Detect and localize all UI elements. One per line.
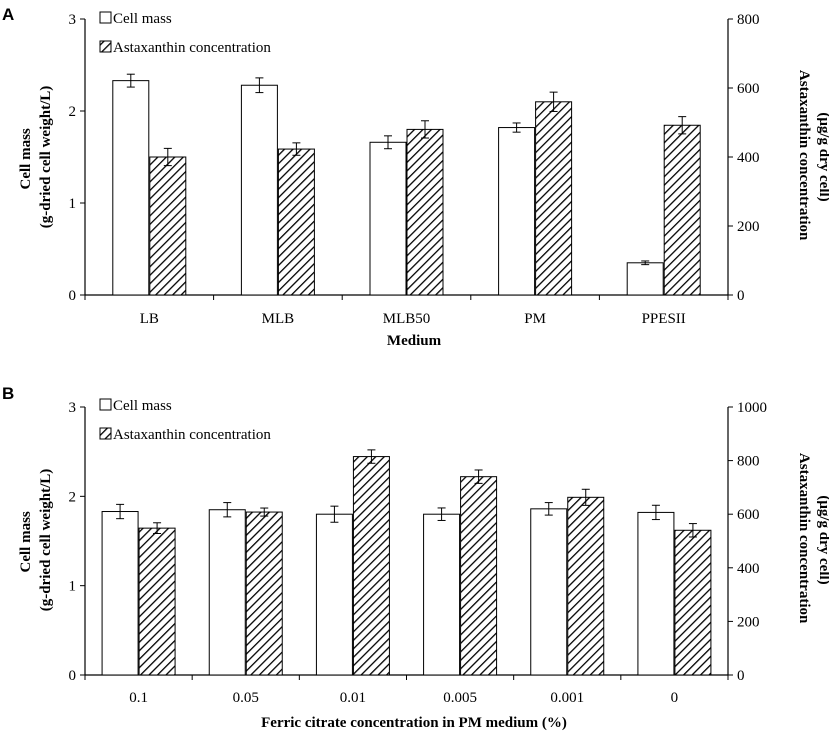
y-tick-label-left: 2: [69, 104, 77, 120]
legend-label-cell-mass: Cell mass: [113, 11, 172, 27]
y-tick-label-right: 400: [737, 150, 760, 166]
y-axis-title-left: Cell mass (g-dried cell weight/L): [18, 86, 54, 228]
y-tick-label-right: 0: [737, 288, 745, 304]
y-axis-title-right-line1: Astaxanthin concentration: [796, 453, 812, 624]
bar-astaxanthin: [406, 128, 444, 296]
legend-label-astaxanthin: Astaxanthin concentration: [113, 40, 271, 56]
bar-astaxanthin: [460, 476, 498, 676]
y-tick-label-right: 600: [737, 81, 760, 97]
category-label: PM: [524, 311, 546, 327]
y-tick-label-right: 800: [737, 12, 760, 28]
plot-area-b: 0 1 2 3 0 200 400 600 800 1000 0.1 0.05 0.01 0.005 0.0…: [69, 400, 768, 706]
y-axis-title-left-line2: (g-dried cell weight/L): [38, 469, 54, 611]
bar-cell-mass: [637, 511, 675, 676]
bar-cell-mass: [423, 513, 461, 676]
bar-cell-mass: [208, 509, 246, 676]
chart-panel-a: A Cell mass Astaxanthin concentration Me…: [2, 5, 829, 349]
y-tick-label-right: 800: [737, 454, 760, 470]
legend-swatch-cell-mass: [99, 11, 112, 24]
legend-label-cell-mass: Cell mass: [113, 398, 172, 414]
category-label: 0.1: [129, 690, 148, 706]
y-axis-title-right-line2: (μg/g dry cell): [816, 112, 829, 201]
y-axis-title-right-line1: Astaxanthin concentration: [796, 70, 812, 241]
y-tick-label-right: 1000: [737, 400, 767, 416]
y-axis-title-left-line1: Cell mass: [18, 128, 34, 189]
bar-astaxanthin: [674, 529, 712, 676]
y-tick-label-right: 600: [737, 507, 760, 523]
bar-cell-mass: [112, 80, 150, 296]
y-tick-label-left: 0: [69, 668, 77, 684]
legend-label-astaxanthin: Astaxanthin concentration: [113, 427, 271, 443]
y-tick-label-left: 1: [69, 196, 77, 212]
bar-cell-mass: [315, 513, 353, 676]
legend-a: Cell mass Astaxanthin concentration: [99, 11, 271, 56]
category-label: 0.05: [233, 690, 259, 706]
bar-astaxanthin: [138, 527, 176, 676]
bar-cell-mass: [530, 508, 568, 676]
y-tick-label-left: 2: [69, 489, 77, 505]
y-tick-label-left: 0: [69, 288, 77, 304]
x-axis-title: Ferric citrate concentration in PM mediu…: [261, 715, 567, 731]
panel-letter-a: A: [2, 5, 14, 24]
category-label: MLB50: [383, 311, 431, 327]
category-label: 0.01: [340, 690, 366, 706]
plot-area-a: 0 1 2 3 0 200 400 600 800 LB MLB MLB50 PM PPESII: [69, 12, 760, 327]
y-tick-label-right: 200: [737, 614, 760, 630]
y-axis-title-right-line2: (μg/g dry cell): [816, 495, 829, 584]
y-tick-label-right: 0: [737, 668, 745, 684]
legend-swatch-astaxanthin: [99, 40, 112, 53]
category-label: 0.001: [550, 690, 584, 706]
y-axis-title-right: Astaxanthin concentration (μg/g dry cell…: [796, 453, 829, 627]
bar-astaxanthin: [535, 101, 573, 296]
y-axis-title-left: Cell mass (g-dried cell weight/L): [18, 469, 54, 611]
category-label: MLB: [262, 311, 295, 327]
category-label: PPESII: [642, 311, 686, 327]
bar-cell-mass: [101, 511, 139, 676]
category-label: LB: [140, 311, 159, 327]
y-axis-title-right: Astaxanthin concentration (μg/g dry cell…: [796, 70, 829, 244]
bar-cell-mass: [626, 262, 664, 296]
bar-astaxanthin: [245, 511, 283, 676]
y-tick-label-right: 200: [737, 219, 760, 235]
bar-astaxanthin: [277, 148, 315, 296]
panel-letter-b: B: [2, 384, 14, 403]
x-axis-title: Medium: [387, 333, 442, 349]
category-label: 0.005: [443, 690, 477, 706]
bar-cell-mass: [369, 141, 407, 296]
category-label: 0: [671, 690, 679, 706]
bar-cell-mass: [240, 84, 278, 296]
bar-cell-mass: [498, 127, 536, 296]
y-axis-title-left-line1: Cell mass: [18, 511, 34, 572]
y-axis-title-left-line2: (g-dried cell weight/L): [38, 86, 54, 228]
legend-b: Cell mass Astaxanthin concentration: [99, 398, 271, 443]
legend-swatch-cell-mass: [99, 398, 112, 411]
y-tick-label-right: 400: [737, 561, 760, 577]
bar-astaxanthin: [149, 156, 187, 296]
y-tick-label-left: 3: [69, 12, 77, 28]
y-tick-label-left: 3: [69, 400, 77, 416]
bar-astaxanthin: [663, 124, 701, 296]
bar-astaxanthin: [567, 496, 605, 676]
legend-swatch-astaxanthin: [99, 427, 112, 440]
bar-astaxanthin: [352, 456, 390, 676]
chart-panel-b: B Cell mass Astaxanthin concentration Fe…: [2, 384, 829, 731]
y-tick-label-left: 1: [69, 579, 77, 595]
